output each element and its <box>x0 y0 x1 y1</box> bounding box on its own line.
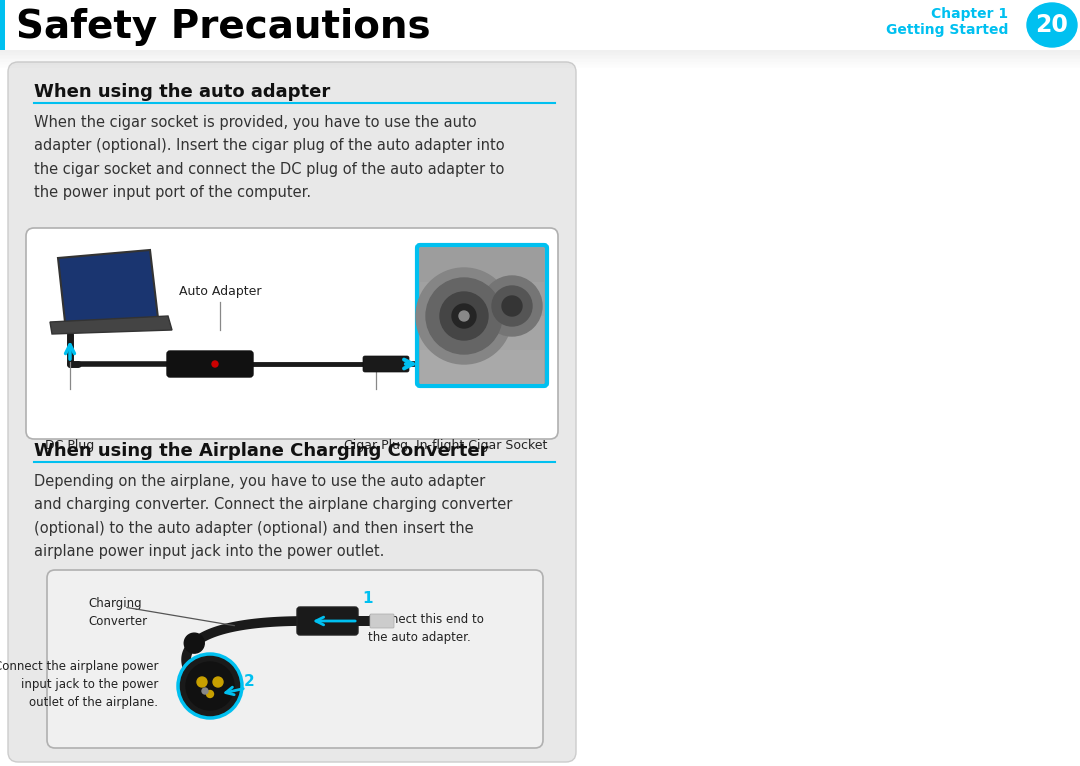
Bar <box>0 0 1080 50</box>
Circle shape <box>197 677 207 687</box>
Text: Cigar Plug: Cigar Plug <box>345 439 408 452</box>
Circle shape <box>178 654 242 718</box>
Circle shape <box>212 361 218 367</box>
Bar <box>0 51 1080 53</box>
Bar <box>0 0 5 50</box>
Text: Connect the airplane power
input jack to the power
outlet of the airplane.: Connect the airplane power input jack to… <box>0 660 158 709</box>
Text: Connect this end to
the auto adapter.: Connect this end to the auto adapter. <box>368 613 484 644</box>
FancyBboxPatch shape <box>417 245 546 386</box>
Text: Depending on the airplane, you have to use the auto adapter
and charging convert: Depending on the airplane, you have to u… <box>33 474 512 559</box>
Bar <box>420 282 544 316</box>
Bar <box>0 64 1080 65</box>
Circle shape <box>459 311 469 321</box>
Text: Chapter 1: Chapter 1 <box>931 7 1008 21</box>
Circle shape <box>416 268 512 364</box>
Polygon shape <box>58 250 158 322</box>
Bar <box>0 65 1080 67</box>
Bar <box>0 62 1080 64</box>
Text: Getting Started: Getting Started <box>886 23 1008 37</box>
Circle shape <box>206 690 214 698</box>
Text: When using the auto adapter: When using the auto adapter <box>33 83 330 101</box>
Polygon shape <box>50 316 172 334</box>
Text: Safety Precautions: Safety Precautions <box>16 8 431 46</box>
Bar <box>0 67 1080 68</box>
Text: 1: 1 <box>362 591 373 606</box>
Text: In-flight Cigar Socket: In-flight Cigar Socket <box>416 439 548 452</box>
Circle shape <box>453 304 476 328</box>
Bar <box>0 57 1080 59</box>
FancyBboxPatch shape <box>48 570 543 748</box>
FancyBboxPatch shape <box>167 351 253 377</box>
Bar <box>420 248 544 282</box>
FancyBboxPatch shape <box>370 614 394 628</box>
Text: Auto Adapter: Auto Adapter <box>179 285 261 298</box>
Bar <box>407 361 415 367</box>
Circle shape <box>492 286 532 326</box>
Circle shape <box>202 688 208 694</box>
Circle shape <box>213 677 222 687</box>
Text: 2: 2 <box>244 673 255 689</box>
Circle shape <box>482 276 542 336</box>
FancyBboxPatch shape <box>363 356 409 372</box>
Ellipse shape <box>1027 3 1077 47</box>
FancyBboxPatch shape <box>297 607 357 635</box>
Bar <box>0 50 1080 51</box>
Circle shape <box>502 296 522 316</box>
Circle shape <box>185 633 204 653</box>
Bar <box>0 53 1080 54</box>
Bar <box>0 54 1080 56</box>
Text: Charging
Converter: Charging Converter <box>87 597 147 628</box>
Bar <box>355 616 373 626</box>
Text: When the cigar socket is provided, you have to use the auto
adapter (optional). : When the cigar socket is provided, you h… <box>33 115 504 200</box>
Bar <box>0 59 1080 61</box>
Text: When using the Airplane Charging Converter: When using the Airplane Charging Convert… <box>33 442 488 460</box>
Bar <box>420 316 544 350</box>
Circle shape <box>440 292 488 340</box>
FancyBboxPatch shape <box>8 62 576 762</box>
Bar <box>0 61 1080 62</box>
Circle shape <box>426 278 502 354</box>
Text: DC Plug: DC Plug <box>45 439 95 452</box>
FancyBboxPatch shape <box>26 228 558 439</box>
Text: 20: 20 <box>1036 13 1068 37</box>
Bar <box>0 56 1080 57</box>
Circle shape <box>186 662 234 710</box>
Bar <box>420 350 544 384</box>
